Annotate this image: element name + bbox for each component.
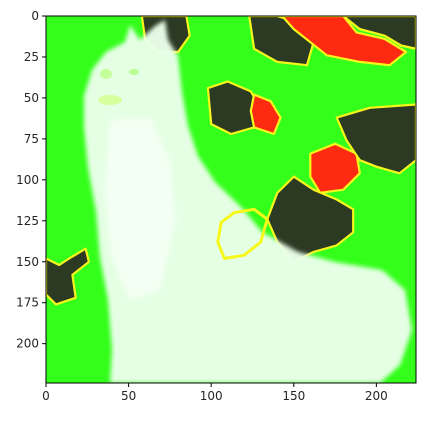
dog-eye <box>129 69 139 75</box>
y-axis: 0 25 50 75 100 125 150 175 200 <box>16 9 46 351</box>
dark-segment-8 <box>266 175 355 263</box>
x-tick-label: 50 <box>121 389 136 403</box>
x-axis: 0 50 100 150 200 <box>42 383 388 403</box>
dog-body <box>84 20 412 383</box>
dark-segment-9 <box>46 247 91 306</box>
dog-mouth <box>98 95 122 105</box>
y-tick-label: 150 <box>16 255 39 269</box>
y-tick-label: 200 <box>16 337 39 351</box>
image-layer <box>46 16 416 383</box>
red-segment-6 <box>309 142 361 194</box>
y-tick-label: 0 <box>31 9 39 23</box>
y-tick-label: 100 <box>16 173 39 187</box>
dog-silhouette <box>84 20 412 383</box>
dog-chest <box>104 118 176 300</box>
dog-nose <box>100 69 112 79</box>
y-tick-label: 175 <box>16 296 39 310</box>
dark-segment-3 <box>342 16 416 50</box>
dark-segment-7 <box>335 103 416 175</box>
plot-frame <box>45 15 417 384</box>
y-tick-label: 25 <box>24 50 39 64</box>
y-tick-label: 50 <box>24 91 39 105</box>
x-tick-label: 200 <box>365 389 388 403</box>
outline-layer <box>216 207 269 260</box>
x-tick-label: 0 <box>42 389 50 403</box>
y-tick-label: 75 <box>24 132 39 146</box>
x-tick-label: 150 <box>282 389 305 403</box>
y-tick-label: 125 <box>16 214 39 228</box>
red-segment-2 <box>281 16 408 67</box>
red-segment-5 <box>249 93 282 136</box>
boundary-segment-10 <box>216 207 269 260</box>
x-tick-label: 100 <box>200 389 223 403</box>
dog-face <box>98 69 139 105</box>
